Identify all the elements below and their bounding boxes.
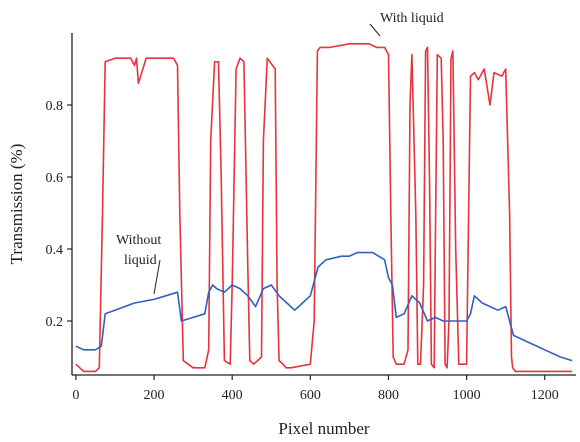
series-line-with-liquid [75, 42, 573, 373]
x-tick-label: 1000 [453, 388, 481, 403]
y-axis-label: Transmission (%) [7, 144, 26, 265]
x-tick-label: 400 [222, 388, 243, 403]
series-line-without-liquid [75, 251, 573, 362]
series-layer [75, 42, 573, 373]
x-tick-label: 800 [378, 388, 399, 403]
annotation-with-liquid: With liquid [369, 11, 444, 37]
x-tick-label: 200 [144, 388, 165, 403]
annotation-with-liquid-leader [369, 23, 381, 37]
annotation-without-liquid: Without liquid [116, 233, 161, 295]
x-tick-label: 1200 [531, 388, 559, 403]
x-tick-label: 0 [72, 388, 79, 403]
annotation-without-liquid-label-line2: liquid [124, 253, 157, 268]
y-tick-label: 0.6 [46, 171, 64, 186]
y-tick-label: 0.8 [46, 99, 64, 114]
annotation-without-liquid-leader [153, 259, 161, 295]
y-tick-label: 0.2 [46, 315, 64, 330]
annotation-without-liquid-label-line1: Without [116, 233, 161, 248]
tick-layer: 0 200 400 600 800 1000 1200 0.2 0.4 0.6 0.8 [46, 99, 559, 403]
axes [71, 33, 576, 376]
x-axis-label: Pixel number [278, 419, 369, 438]
x-tick-label: 600 [300, 388, 321, 403]
y-tick-label: 0.4 [46, 243, 64, 258]
annotation-with-liquid-label: With liquid [380, 11, 444, 26]
